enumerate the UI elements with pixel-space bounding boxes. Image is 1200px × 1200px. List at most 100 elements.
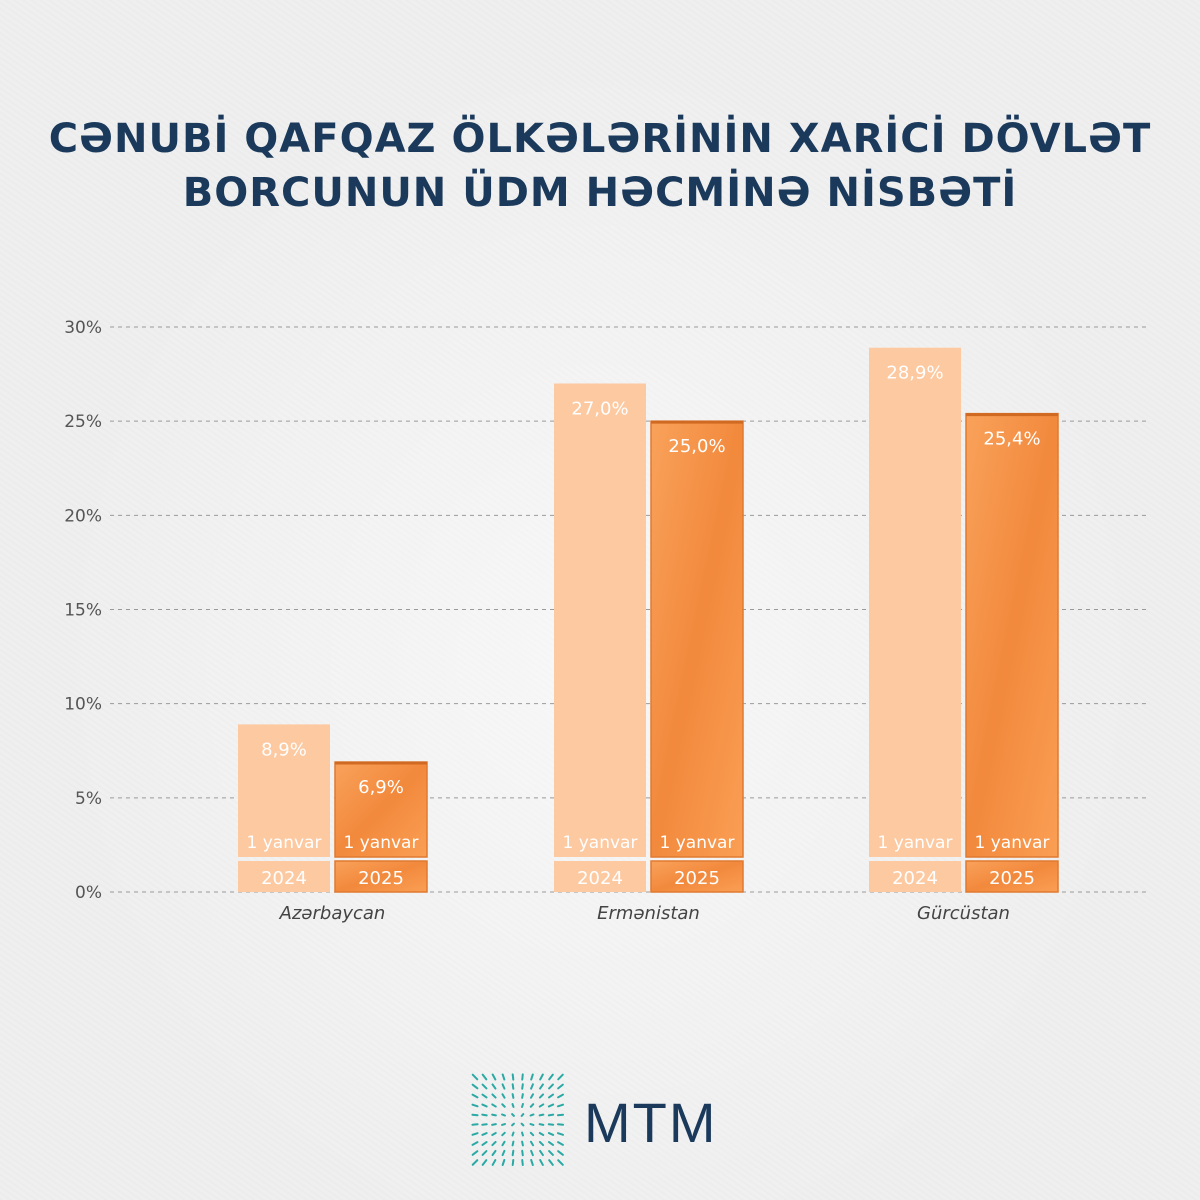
logo-dash (548, 1073, 554, 1081)
logo-dash (511, 1149, 515, 1157)
series-date-label: 1 yanvar (563, 833, 638, 853)
logo-dash (511, 1073, 515, 1081)
logo-dash (521, 1149, 524, 1157)
logo-dash (501, 1073, 506, 1081)
chart-title-line-1: CƏNUBİ QAFQAZ ÖLKƏLƏRİNİN XARİCİ DÖVLƏT (48, 116, 1152, 162)
logo-dash (511, 1131, 515, 1137)
bar (334, 761, 428, 858)
logo-dash (529, 1131, 535, 1137)
logo-dash (557, 1159, 564, 1166)
series-year-label: 2025 (358, 868, 404, 889)
logo-dash (501, 1113, 506, 1117)
logo-dash (547, 1141, 555, 1146)
data-label: 28,9% (886, 363, 943, 384)
series-date-label: 1 yanvar (878, 833, 953, 853)
logo-dash (481, 1083, 488, 1090)
logo-dash (539, 1159, 544, 1166)
logo-dash (501, 1131, 506, 1137)
logo-dash (471, 1073, 479, 1081)
logo-dash (481, 1113, 488, 1117)
logo-dash (511, 1122, 515, 1127)
y-tick-label: 10% (64, 695, 102, 715)
series-year-label: 2024 (892, 868, 938, 889)
logo-dash (511, 1083, 515, 1090)
logo-dash (547, 1093, 555, 1099)
mtm-logo: MTM (470, 1072, 770, 1172)
logo-dash (491, 1123, 497, 1126)
series-date-label: 1 yanvar (975, 833, 1050, 853)
logo-dash (501, 1123, 506, 1126)
logo-dash (481, 1159, 488, 1166)
series-year-label: 2025 (989, 868, 1035, 889)
data-label: 8,9% (261, 739, 307, 760)
logo-dash (511, 1103, 515, 1108)
logo-dash (538, 1123, 545, 1126)
logo-dash (491, 1113, 497, 1117)
bar (238, 724, 330, 857)
logo-dash (556, 1123, 565, 1126)
category-label: Gürcüstan (917, 903, 1010, 924)
logo-dash (530, 1073, 534, 1081)
logo-dash (521, 1140, 524, 1147)
logo-dash (548, 1083, 554, 1090)
logo-dash (547, 1103, 555, 1108)
logo-dash (491, 1140, 497, 1147)
logo-dash (557, 1141, 564, 1146)
logo-dash (521, 1073, 524, 1081)
logo-dash (529, 1103, 535, 1108)
logo-dash (556, 1113, 565, 1117)
logo-dash (557, 1150, 564, 1156)
logo-dash (481, 1132, 488, 1136)
logo-dash (521, 1131, 524, 1137)
logo-dash (538, 1131, 545, 1137)
logo-dash (539, 1083, 544, 1090)
year-box (965, 860, 1059, 893)
year-box (650, 860, 744, 893)
logo-dash (511, 1093, 515, 1099)
logo-dash (548, 1159, 554, 1166)
logo-dash (538, 1103, 545, 1108)
logo-dash (529, 1113, 535, 1117)
logo-dash (481, 1103, 488, 1108)
logo-dash (471, 1103, 479, 1108)
y-axis: 0% 5% 10% 15% 20% 25% 30% (64, 318, 102, 903)
logo-dash (520, 1122, 525, 1127)
bar (554, 383, 646, 857)
logo-dash (548, 1150, 554, 1156)
logo-dash (556, 1103, 565, 1108)
logo-dash (471, 1083, 479, 1090)
year-box (334, 860, 428, 893)
logo-dash (557, 1093, 564, 1099)
y-tick-label: 30% (64, 318, 102, 338)
logo-dash (471, 1123, 479, 1126)
logo-dash (530, 1083, 534, 1090)
series-year-label: 2024 (577, 868, 623, 889)
logo-dash (501, 1140, 506, 1147)
data-label: 25,0% (668, 436, 725, 457)
logo-dash (491, 1093, 497, 1099)
logo-dash (471, 1132, 479, 1136)
logo-dash (491, 1159, 497, 1166)
logo-dash (501, 1149, 506, 1157)
year-box (869, 861, 961, 892)
series-year-label: 2025 (674, 868, 720, 889)
logo-dash (538, 1140, 545, 1147)
logo-dash (521, 1103, 524, 1108)
logo-dash (501, 1158, 506, 1167)
bar (965, 412, 1059, 858)
logo-dash (481, 1141, 488, 1146)
logo-dash (481, 1123, 488, 1126)
chart-title-line-2: BORCUNUN ÜDM HƏCMİNƏ NİSBƏTİ (182, 170, 1018, 216)
data-label: 6,9% (358, 777, 404, 798)
logo-dash (538, 1093, 545, 1099)
x-axis: Azərbaycan Ermənistan Gürcüstan (279, 903, 1010, 924)
logo-dash (530, 1158, 534, 1167)
logo-dash (511, 1140, 515, 1147)
logo-dash (557, 1083, 564, 1090)
y-tick-label: 5% (75, 789, 102, 809)
logo-dash (491, 1131, 497, 1137)
logo-dash (471, 1141, 479, 1146)
logo-dash (539, 1149, 544, 1157)
logo-dash (491, 1083, 497, 1090)
logo-dash (481, 1150, 488, 1156)
